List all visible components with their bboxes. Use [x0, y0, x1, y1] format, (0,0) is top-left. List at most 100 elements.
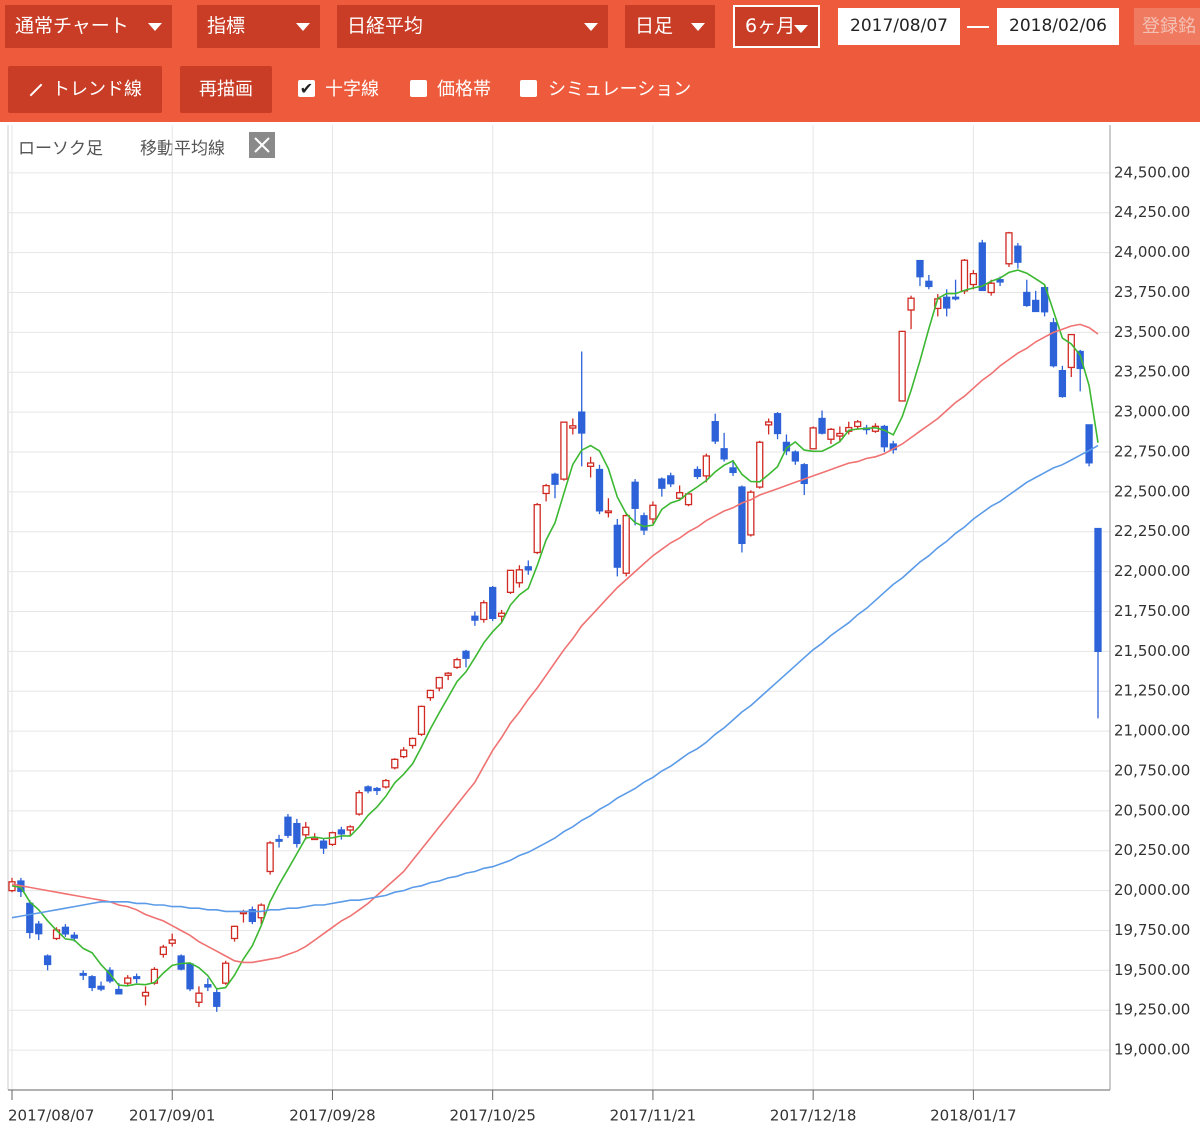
candle-body: [239, 911, 248, 915]
legend-candles: ローソク足: [18, 139, 103, 159]
candle-body: [631, 481, 639, 509]
legend-moving-average: 移動平均線: [140, 139, 225, 159]
candle-body: [702, 455, 710, 477]
candle-body: [943, 296, 951, 309]
crosshair-label[interactable]: 十字線: [325, 79, 379, 100]
simulation-label[interactable]: シミュレーション: [548, 79, 692, 100]
candle-body: [667, 475, 675, 485]
price-band-label[interactable]: 価格帯: [437, 79, 491, 100]
candle-body: [168, 939, 176, 944]
y-tick-label: 20,000.00: [1114, 881, 1190, 899]
y-tick-label: 21,500.00: [1114, 642, 1190, 660]
y-tick-label: 19,250.00: [1114, 1001, 1190, 1019]
y-tick-label: 20,250.00: [1114, 841, 1190, 859]
toolbar: 通常チャート 指標 日経平均 日足 6ヶ月 2017/08/07 2018/02…: [0, 0, 1200, 122]
candle-body: [658, 478, 666, 489]
candle-body: [578, 411, 586, 434]
y-tick-label: 24,000.00: [1114, 243, 1190, 261]
candle-body: [311, 837, 319, 841]
candle-body: [800, 464, 808, 485]
candle-body: [649, 504, 657, 520]
symbol-select[interactable]: 日経平均: [337, 5, 608, 48]
candle-body: [70, 934, 78, 939]
candle-body: [186, 963, 194, 990]
y-tick-label: 23,000.00: [1114, 403, 1190, 421]
candle-body: [613, 524, 621, 568]
x-tick-label: 2017/12/18: [770, 1107, 856, 1125]
candle-body: [1067, 333, 1075, 369]
candle-body: [293, 822, 301, 845]
candle-body: [854, 421, 862, 428]
candle-body: [195, 992, 203, 1003]
candle-body: [880, 425, 889, 448]
y-tick-label: 22,250.00: [1114, 522, 1190, 540]
price-band-checkbox[interactable]: [410, 80, 427, 97]
candle-body: [43, 955, 52, 966]
y-tick-label: 24,250.00: [1114, 203, 1190, 221]
candle-body: [604, 510, 613, 514]
candle-body: [1058, 369, 1067, 398]
register-button[interactable]: 登録銘: [1134, 8, 1200, 45]
end-date[interactable]: 2018/02/06: [997, 8, 1119, 45]
candle-body: [79, 972, 87, 976]
y-tick-label: 20,500.00: [1114, 801, 1190, 819]
candle-body: [1032, 299, 1040, 313]
candle-body: [764, 421, 773, 426]
candle-body: [622, 514, 630, 574]
y-tick-label: 24,500.00: [1114, 163, 1190, 181]
interval-select[interactable]: 日足: [625, 5, 715, 48]
indicator-select[interactable]: 指標: [197, 5, 320, 48]
candle-body: [960, 259, 969, 292]
trendline-button[interactable]: トレンド線: [8, 66, 162, 113]
candle-body: [907, 297, 915, 311]
candle-body: [124, 977, 132, 984]
candle-body: [916, 259, 924, 278]
candle-body: [987, 282, 995, 294]
candle-body: [729, 467, 737, 474]
chart: ローソク足 移動平均線 19,000.00 19,250.00 19,500.00 1…: [7, 125, 1190, 1125]
candle-body: [204, 984, 212, 988]
candle-body: [560, 421, 568, 480]
y-tick-label: 21,750.00: [1114, 602, 1190, 620]
candle-body: [569, 425, 577, 429]
candle-body: [132, 976, 141, 980]
simulation-checkbox[interactable]: [520, 80, 537, 97]
chart-type-select[interactable]: 通常チャート: [5, 5, 172, 48]
y-tick-label: 23,750.00: [1114, 283, 1190, 301]
candle-body: [97, 985, 105, 990]
candle-body: [248, 909, 256, 923]
start-date[interactable]: 2017/08/07: [838, 8, 960, 45]
y-tick-label: 20,750.00: [1114, 761, 1190, 779]
y-tick-label: 23,250.00: [1114, 363, 1190, 381]
candle-body: [480, 602, 488, 621]
y-tick-label: 22,750.00: [1114, 442, 1190, 460]
candle-body: [756, 441, 764, 488]
candle-body: [1076, 350, 1084, 370]
x-tick-label: 2017/09/01: [129, 1107, 215, 1125]
candle-body: [26, 902, 34, 934]
candle-body: [515, 569, 524, 584]
candle-body: [533, 503, 541, 554]
candle-body: [453, 659, 461, 668]
y-tick-label: 22,500.00: [1114, 482, 1190, 500]
candle-body: [827, 428, 835, 440]
period-select[interactable]: 6ヶ月: [733, 5, 820, 48]
candle-body: [1023, 291, 1031, 307]
redraw-button[interactable]: 再描画: [180, 66, 272, 113]
y-tick-label: 19,000.00: [1114, 1041, 1190, 1059]
candle-body: [738, 486, 746, 545]
candle-body: [684, 493, 693, 506]
candle-body: [489, 586, 497, 619]
candle-body: [1049, 322, 1058, 367]
candle-body: [551, 473, 559, 485]
candle-body: [969, 273, 978, 286]
candle-body: [426, 689, 435, 699]
candle-body: [1005, 232, 1013, 265]
candle-body: [640, 515, 648, 531]
moving-average-line: [11, 444, 1099, 919]
candle-body: [773, 413, 782, 435]
moving-average-line: [11, 323, 1099, 964]
crosshair-checkbox[interactable]: ✔: [298, 79, 315, 98]
candle-body: [471, 615, 479, 621]
candle-body: [391, 758, 399, 769]
